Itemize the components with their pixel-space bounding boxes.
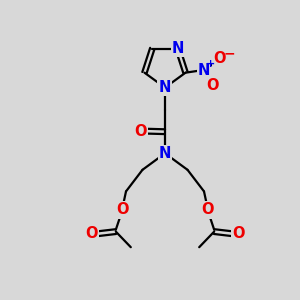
- Text: O: O: [134, 124, 147, 139]
- Text: −: −: [223, 46, 235, 61]
- Text: O: O: [201, 202, 214, 217]
- Text: O: O: [116, 202, 129, 217]
- Text: O: O: [85, 226, 98, 242]
- Text: N: N: [172, 41, 184, 56]
- Text: O: O: [206, 78, 219, 93]
- Text: N: N: [159, 146, 171, 161]
- Text: O: O: [232, 226, 244, 242]
- Text: N: N: [158, 80, 171, 95]
- Text: O: O: [214, 51, 226, 66]
- Text: +: +: [206, 59, 215, 69]
- Text: N: N: [198, 63, 210, 78]
